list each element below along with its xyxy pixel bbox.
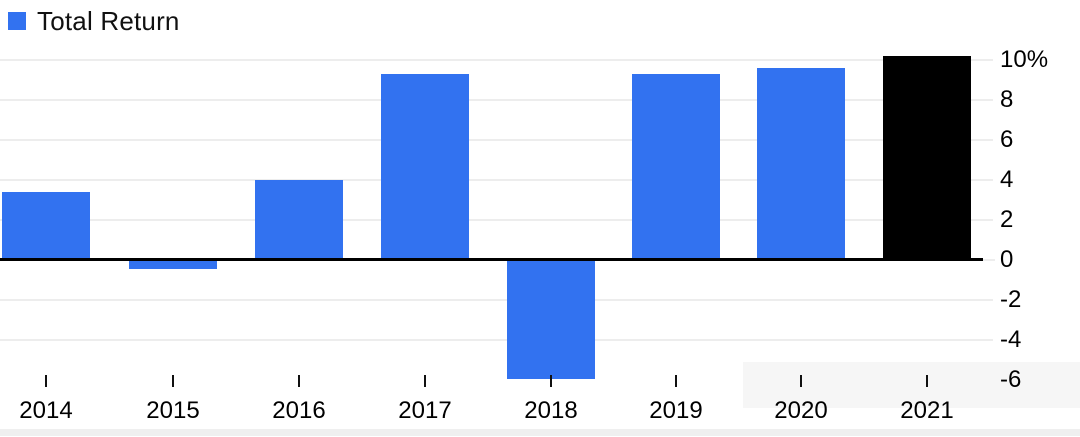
gridline--2 <box>0 299 993 301</box>
x-tick-label-2018: 2018 <box>524 397 578 424</box>
x-tick-2014 <box>45 375 47 387</box>
x-tick-label-2015: 2015 <box>146 397 200 424</box>
zero-axis-tick-extension <box>983 259 995 261</box>
x-tick-label-2017: 2017 <box>398 397 452 424</box>
x-tick-label-2019: 2019 <box>649 397 703 424</box>
bar-2014 <box>2 192 90 260</box>
y-tick-label-6: 6 <box>1000 126 1014 153</box>
bar-2020 <box>757 68 845 260</box>
gridline-6 <box>0 139 993 141</box>
legend-label: Total Return <box>37 6 180 36</box>
bar-2018 <box>507 261 595 379</box>
x-tick-2015 <box>172 375 174 387</box>
bar-2016 <box>255 180 343 260</box>
bar-2017 <box>381 74 469 260</box>
legend-swatch-total-return <box>8 12 26 30</box>
x-tick-label-2014: 2014 <box>19 397 73 424</box>
x-tick-label-2016: 2016 <box>272 397 326 424</box>
background-artifact-corner-rect <box>743 362 1080 408</box>
bar-2021 <box>883 56 971 260</box>
zero-axis-line <box>0 258 983 261</box>
y-tick-label-neg2: -2 <box>1000 286 1022 313</box>
gridline-10 <box>0 59 993 61</box>
y-tick-label-0: 0 <box>1000 246 1014 273</box>
x-tick-2021 <box>926 375 928 387</box>
y-tick-label-neg6: -6 <box>1000 366 1022 393</box>
gridline--4 <box>0 339 993 341</box>
x-tick-2016 <box>298 375 300 387</box>
x-tick-2017 <box>424 375 426 387</box>
y-tick-label-2: 2 <box>1000 206 1014 233</box>
x-tick-label-2020: 2020 <box>774 397 828 424</box>
x-tick-2020 <box>800 375 802 387</box>
y-tick-label-4: 4 <box>1000 166 1014 193</box>
y-tick-label-neg4: -4 <box>1000 326 1022 353</box>
y-tick-label-8: 8 <box>1000 86 1014 113</box>
gridline-2 <box>0 219 993 221</box>
gridline-4 <box>0 179 993 181</box>
y-tick-label-10: 10% <box>1000 46 1049 73</box>
background-artifact-bottom-strip <box>0 429 1080 436</box>
gridline-8 <box>0 99 993 101</box>
bar-2019 <box>632 74 720 260</box>
legend: Total Return <box>8 6 180 36</box>
x-tick-2019 <box>675 375 677 387</box>
x-tick-2018 <box>550 375 552 387</box>
x-tick-label-2021: 2021 <box>900 397 954 424</box>
bar-2015 <box>129 261 217 269</box>
